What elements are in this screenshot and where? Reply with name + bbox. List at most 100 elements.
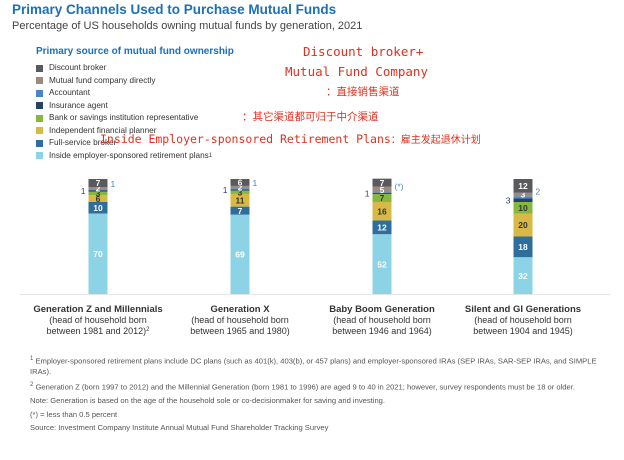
category-label: Generation Z and Millennials <box>33 304 162 315</box>
bar-segment <box>230 188 250 190</box>
bar-segment <box>513 192 533 197</box>
chart-subtitle: Percentage of US households owning mutua… <box>12 20 363 32</box>
legend-label: Bank or savings institution representati… <box>49 113 199 122</box>
footnotes: 1 Employer-sponsored retirement plans in… <box>30 355 610 437</box>
legend-item: Bank or savings institution representati… <box>36 112 212 125</box>
data-label: 11 <box>236 195 245 205</box>
bar-segment <box>230 179 250 186</box>
bar-segment <box>372 192 392 194</box>
footnote-source: Source: Investment Company Institute Ann… <box>30 423 329 433</box>
data-label: 7 <box>380 193 385 203</box>
legend-swatch <box>36 64 43 72</box>
data-label: 12 <box>518 181 528 191</box>
category-label: between 1946 and 1964) <box>332 326 432 336</box>
data-label: 12 <box>377 223 387 233</box>
category-label: Silent and GI Generations <box>465 304 581 315</box>
data-label: 1 <box>365 188 370 198</box>
legend-title: Primary source of mutual fund ownership <box>36 46 234 57</box>
category-label: between 1981 and 2012)2 <box>47 326 151 336</box>
data-label: 10 <box>93 203 103 213</box>
data-label: 3 <box>238 187 243 197</box>
bar-segment <box>513 236 533 258</box>
footnote-2: 2 Generation Z (born 1997 to 2012) and t… <box>30 381 575 392</box>
bar-segment <box>230 189 250 191</box>
bar-segment <box>88 213 108 294</box>
data-label: 69 <box>235 250 245 260</box>
data-label: 16 <box>377 206 387 216</box>
data-label: 1 <box>223 185 228 195</box>
footnote-1: 1 Employer-sponsored retirement plans in… <box>30 356 597 377</box>
data-label: 1 <box>81 186 86 196</box>
bar-segment <box>88 179 108 188</box>
legend-label: Full-service broker <box>49 138 117 147</box>
category-label: Baby Boom Generation <box>329 304 435 315</box>
data-label: 32 <box>518 271 528 281</box>
legend-label: Inside employer-sponsored retirement pla… <box>49 150 209 160</box>
data-label: 7 <box>380 178 385 188</box>
bar-segment <box>372 202 392 221</box>
legend-label: Discount broker <box>49 63 107 72</box>
bar-segment <box>230 185 250 189</box>
legend-label: Mutual fund company directly <box>49 75 156 85</box>
bar-segment <box>513 179 533 193</box>
bar-segment <box>88 189 108 191</box>
annotation-direct-1: Discount broker+ <box>303 44 424 59</box>
annotation-employer: Inside Employer-sponsored Retirement Pla… <box>100 131 481 146</box>
data-label: 1 <box>253 178 258 188</box>
legend-item: Inside employer-sponsored retirement pla… <box>36 150 212 163</box>
legend-swatch <box>36 89 43 97</box>
legend-label: Independent financial planner <box>49 125 157 135</box>
legend-item: Independent financial planner <box>36 125 212 138</box>
category-label: between 1965 and 1980) <box>190 326 290 336</box>
data-label: 3 <box>521 190 526 200</box>
legend-swatch <box>36 114 43 122</box>
bar-segment <box>88 187 108 190</box>
bar-segment <box>230 214 250 294</box>
bar-segment <box>513 196 533 199</box>
category-label: Generation X <box>210 304 270 315</box>
data-label: 52 <box>377 259 387 269</box>
legend-swatch <box>36 102 43 110</box>
category-label: between 1904 and 1945) <box>473 326 573 336</box>
legend-swatch <box>36 127 43 135</box>
footnote-star: (*) = less than 0.5 percent <box>30 409 118 419</box>
data-label: 6 <box>96 194 101 204</box>
data-label: 7 <box>238 206 243 216</box>
legend-item: Insurance agent <box>36 100 212 113</box>
legend-swatch <box>36 139 43 147</box>
category-label: (head of household born <box>474 315 572 325</box>
data-label: 70 <box>93 249 103 259</box>
data-label: 2 <box>238 182 243 192</box>
bar-segment <box>513 213 533 237</box>
data-label: 1 <box>111 179 116 189</box>
category-label: (head of household born <box>191 315 289 325</box>
bar-segment <box>88 190 108 192</box>
bar-segment <box>372 192 392 194</box>
bar-segment <box>513 198 533 202</box>
data-label: 3 <box>506 195 511 205</box>
legend-label: Accountant <box>49 88 90 97</box>
data-label: 10 <box>518 203 528 213</box>
bar-segment <box>513 202 533 214</box>
bar-segment <box>372 234 392 294</box>
bar-segment <box>230 206 250 215</box>
bar-segment <box>372 178 392 187</box>
legend: Discount broker Mutual fund company dire… <box>36 62 212 162</box>
data-label: 5 <box>380 185 385 195</box>
data-label: (*) <box>395 182 404 192</box>
legend-item: Discount broker <box>36 62 212 75</box>
annotation-direct-3: ：直接销售渠道 <box>326 86 400 98</box>
legend-item: Full-service broker <box>36 137 212 150</box>
annotation-intermediary: ：其它渠道都可归于中介渠道 <box>242 111 379 123</box>
bar-segment <box>513 257 533 294</box>
legend-item: Mutual fund company directly <box>36 75 212 88</box>
bar-segment <box>88 195 108 202</box>
footnote-note: Note: Generation is based on the age of … <box>30 395 386 405</box>
data-label: 7 <box>96 178 101 188</box>
legend-swatch <box>36 77 43 85</box>
category-label: (head of household born <box>49 315 147 325</box>
annotation-employer-cn: ：雇主发起退休计划 <box>390 135 481 146</box>
bar-segment <box>372 186 392 193</box>
data-label: 3 <box>96 189 101 199</box>
